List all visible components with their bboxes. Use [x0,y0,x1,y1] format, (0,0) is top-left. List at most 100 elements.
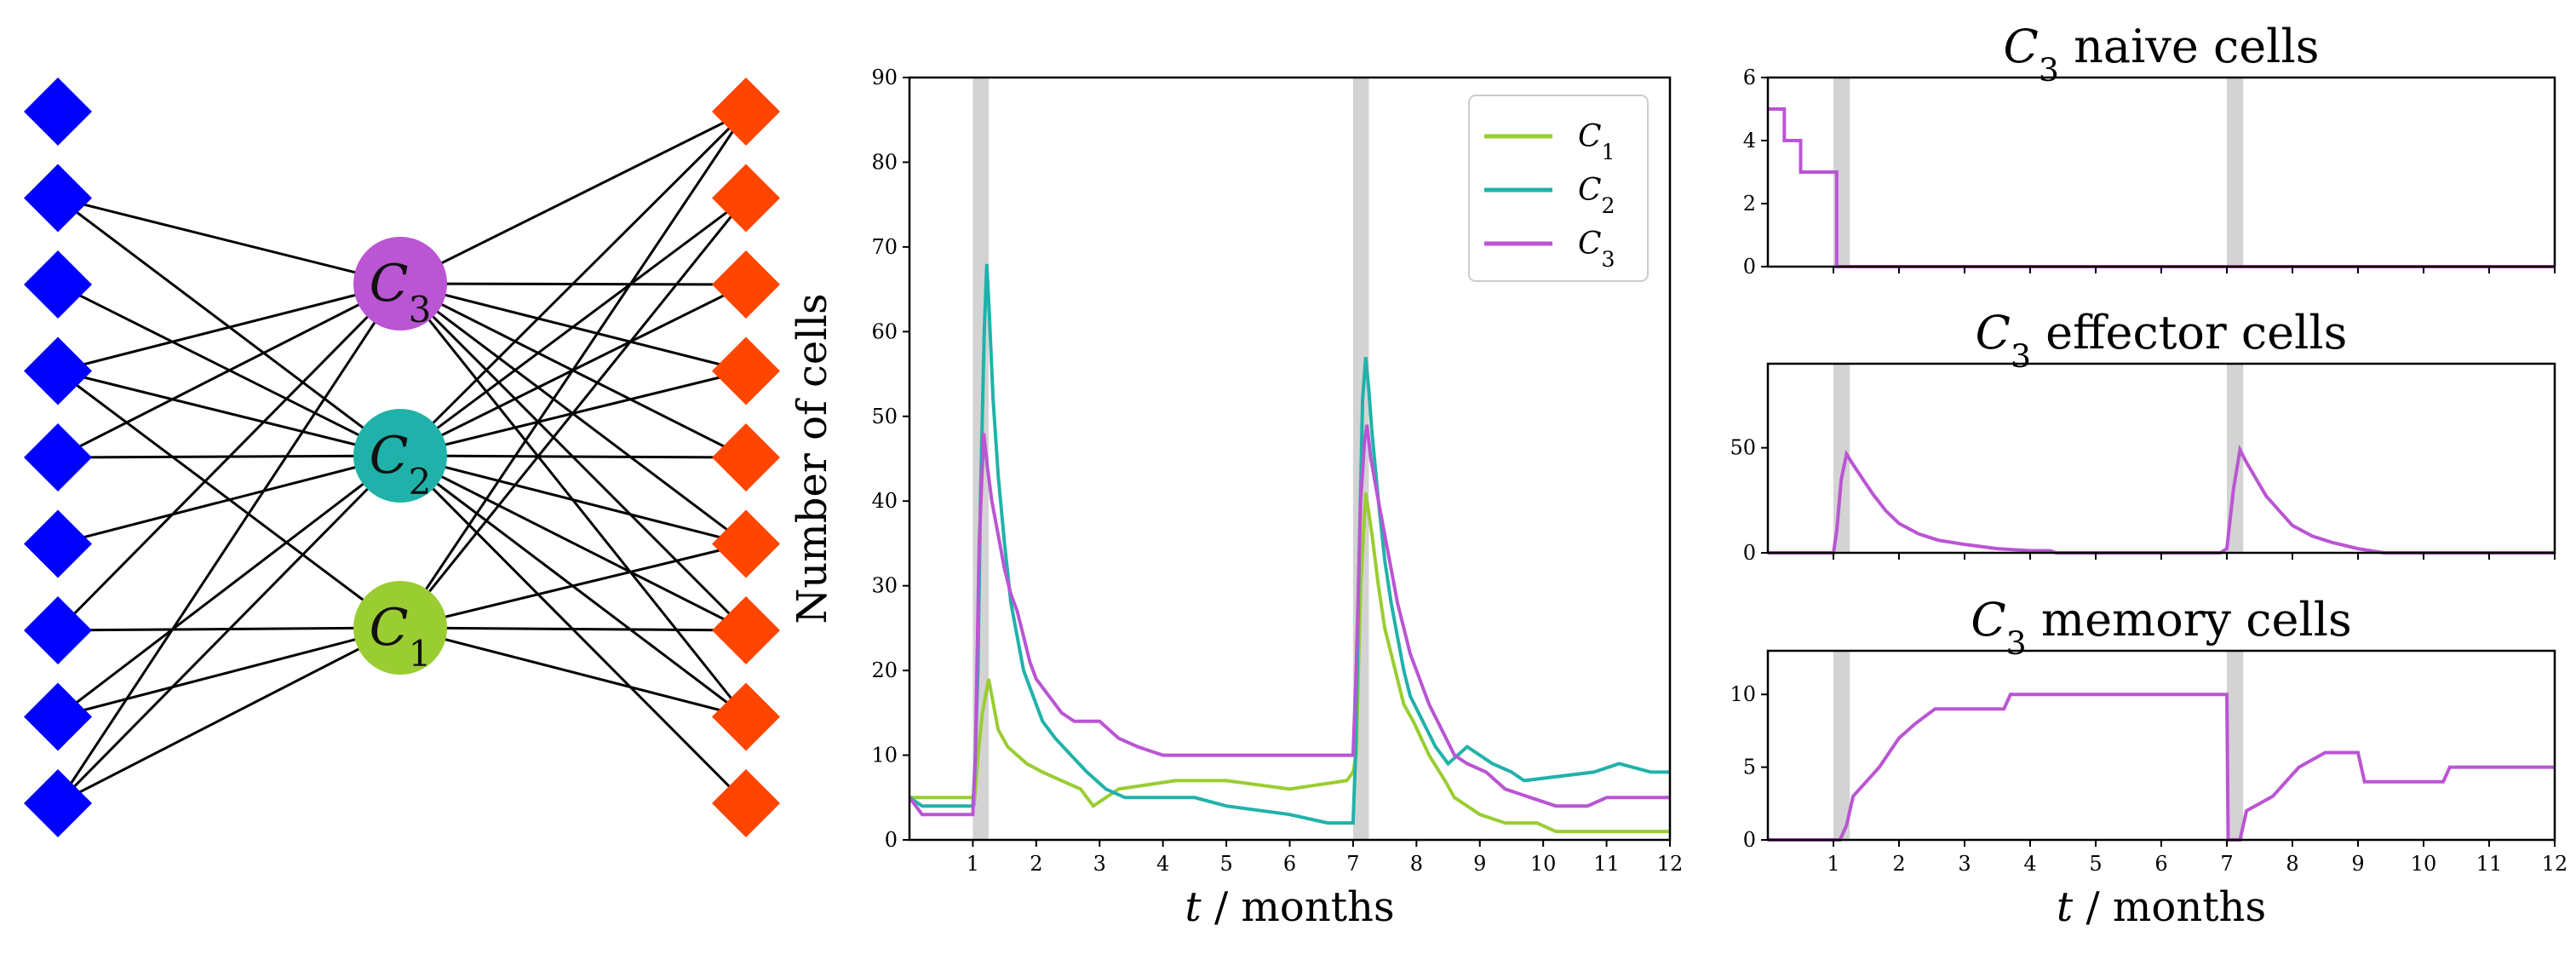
x-tick-label: 7 [1346,852,1359,876]
y-tick-label: 6 [1743,66,1756,89]
x-tick-label: 4 [1156,852,1169,876]
left-node-diamond [24,682,92,751]
x-tick-label: 5 [2089,852,2102,876]
left-node-diamond [24,336,92,405]
x-axis-label-unit: / months [1202,883,1395,931]
x-tick-label: 2 [1030,852,1042,876]
series-line-c3 [908,424,1670,817]
y-tick-label: 20 [871,658,898,682]
node-label-c2-base: C [370,426,409,486]
legend-entry-c3-sub: 3 [1602,247,1615,272]
naive-cells-chart: 0 2 4 6 C3 naive cells [1743,20,2556,279]
edge-right-C2-0 [399,110,748,457]
legend-box [1468,95,1649,282]
y-tick-label: 10 [1730,682,1756,706]
panel-title-base: C [1976,306,2011,359]
node-label-c2-sub: 2 [409,461,432,503]
edge-left-C3-8 [56,283,402,804]
x-tick-label: 7 [2220,852,2233,876]
panel-title: C3 effector cells [1976,306,2348,375]
y-tick-label: 70 [871,235,898,259]
left-node-diamond [24,250,92,319]
x-axis-label: t / months [1185,883,1394,931]
shaded-band-0 [1833,651,1850,840]
y-tick-label: 10 [871,744,898,767]
x-tick-label: 6 [1283,852,1296,876]
x-tick-label: 9 [2351,852,2364,876]
y-tick-label: 4 [1743,129,1756,152]
x-tick-label: 2 [1892,852,1905,876]
x-tick-label: 10 [1530,852,1557,876]
axes-frame [1766,76,2556,268]
edge-right-C1-0 [399,111,748,629]
node-label-c1-sub: 1 [409,633,432,675]
x-axis-label: t / months [2057,883,2266,931]
y-axis-label: Number of cells [789,293,836,624]
series-line-c2 [908,263,1670,825]
edge-right-C2-4 [399,454,747,459]
panel-title-base: C [1971,593,2005,647]
legend-entry-c2-base: C [1578,173,1602,208]
panel-title: C3 memory cells [1971,593,2351,662]
node-label-c3: C3 [370,254,432,331]
panel-title-sub: 3 [2011,337,2031,375]
x-tick-label: 1 [967,852,979,876]
right-node-diamond [712,596,780,664]
x-tick-label: 1 [1827,852,1839,876]
legend-entry-c3: C3 [1578,227,1615,272]
node-c1 [353,581,447,675]
node-label-c1-base: C [370,598,409,658]
legend-entry-c3-base: C [1578,227,1602,262]
network-edges [56,110,748,805]
node-label-c3-base: C [370,254,409,313]
x-tick-label: 11 [2476,852,2503,876]
right-node-diamond [712,682,780,751]
x-tick-label: 4 [2023,852,2036,876]
edge-left-C2-7 [57,454,401,718]
node-label-c3-sub: 3 [409,289,432,331]
edge-left-C2-3 [57,370,401,457]
legend-entry-c1: C1 [1578,119,1615,164]
panel-title-rest: effector cells [2031,306,2347,359]
edge-left-C1-8 [57,626,401,805]
legend-entry-c2-sub: 2 [1602,193,1615,218]
right-node-diamond [712,423,780,491]
y-tick-label: 0 [885,828,898,852]
edge-left-C1-7 [57,626,401,718]
edge-right-C2-1 [399,197,747,457]
x-tick-label: 9 [1473,852,1486,876]
x-tick-label: 6 [2154,852,2167,876]
x-tick-label: 5 [1219,852,1232,876]
panel-title-rest: memory cells [2027,593,2352,647]
effector-cells-chart: 0 50 C3 effector cells [1730,306,2556,565]
node-c3 [353,237,447,331]
x-tick-label: 11 [1593,852,1620,876]
legend-entry-c1-base: C [1578,119,1602,154]
axes-frame [1766,649,2556,842]
shaded-band-1 [2227,78,2244,267]
right-node-diamond [712,164,780,233]
right-node-diamond [712,509,780,578]
y-tick-label: 0 [1743,255,1756,279]
edge-right-C1-7 [399,626,747,718]
left-node-diamond [24,423,92,491]
series-line-c1 [909,492,1670,834]
y-tick-label: 30 [871,574,898,598]
panel-title-sub: 3 [2039,51,2059,89]
left-node-diamond [24,78,92,146]
y-tick-label: 5 [1743,756,1756,779]
x-axis-label-var: t [1185,883,1202,931]
y-tick-label: 50 [871,405,898,428]
y-tick-label: 2 [1743,192,1756,216]
x-axis-label-var: t [2057,883,2074,931]
axes-frame [1766,362,2556,555]
node-label-c2: C2 [370,426,432,503]
left-node-diamond [24,509,92,578]
x-tick-label: 8 [2286,852,2298,876]
right-node-diamond [712,78,780,146]
right-node-diamond [712,769,780,837]
